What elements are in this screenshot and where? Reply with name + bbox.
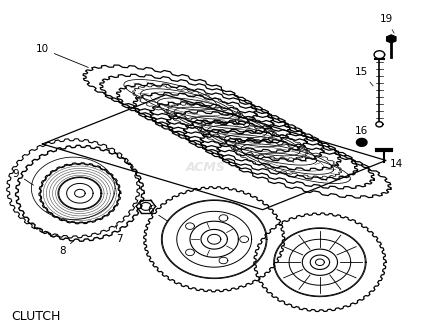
Text: 9: 9: [12, 169, 33, 185]
Text: 16: 16: [355, 126, 368, 142]
Text: ACMS: ACMS: [186, 161, 225, 173]
Text: 10: 10: [36, 44, 88, 67]
Polygon shape: [356, 138, 367, 146]
Text: CLUTCH: CLUTCH: [12, 310, 61, 323]
Text: 19: 19: [380, 14, 394, 33]
Text: 7: 7: [116, 225, 123, 244]
Polygon shape: [387, 35, 396, 43]
Text: 6: 6: [147, 205, 168, 221]
Text: 15: 15: [355, 67, 373, 86]
Text: 8: 8: [59, 241, 73, 256]
Text: 14: 14: [384, 159, 403, 169]
